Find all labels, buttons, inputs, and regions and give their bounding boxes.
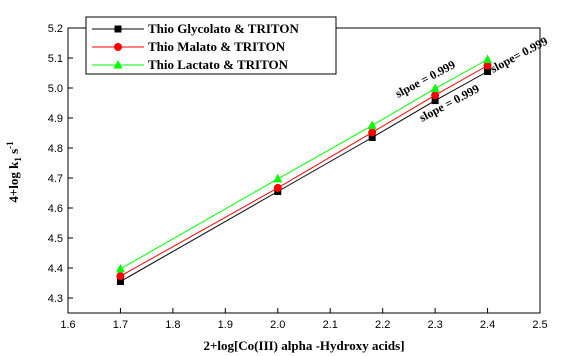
y-tick-label: 5.0 [48, 83, 63, 95]
x-tick-label: 2.4 [480, 319, 495, 331]
y-axis-title-sub: 1 [13, 157, 23, 162]
y-tick-label: 4.5 [48, 233, 63, 245]
data-point [484, 68, 492, 75]
data-point [368, 128, 377, 137]
y-tick-label: 4.4 [48, 263, 63, 275]
series-0 [116, 68, 492, 285]
data-point [116, 272, 125, 281]
x-tick-label: 2.5 [532, 319, 547, 331]
legend-marker [114, 25, 122, 33]
legend-label-1: Thio Malato & TRITON [148, 39, 286, 54]
y-axis-title: 4+log k1 s-1 [5, 141, 23, 203]
y-tick-label: 4.7 [48, 173, 63, 185]
legend-marker [113, 60, 123, 69]
series-2 [115, 54, 493, 273]
y-axis-title-mid: s [6, 149, 21, 157]
legend: Thio Glycolato & TRITON Thio Malato & TR… [85, 16, 337, 75]
series-1 [116, 61, 492, 281]
annotation-slope-2: slope = 0.999 [417, 81, 482, 124]
series-layer [115, 54, 493, 285]
y-tick-label: 4.9 [48, 113, 63, 125]
data-point [430, 83, 440, 93]
x-axis-title: 2+log[Co(III) alpha -Hydroxy acids] [203, 338, 404, 353]
legend-label-2: Thio Lactato & TRITON [148, 57, 289, 72]
data-point [367, 120, 377, 129]
data-point [483, 54, 493, 63]
data-point [273, 173, 283, 183]
x-tick-label: 1.9 [218, 319, 233, 331]
x-tick-label: 2.0 [270, 319, 285, 331]
x-tick-label: 1.8 [165, 319, 180, 331]
data-point [115, 263, 125, 273]
y-tick-label: 5.2 [48, 23, 63, 35]
data-point [483, 61, 492, 70]
y-axis-title-sup: -1 [5, 141, 15, 149]
legend-label-0: Thio Glycolato & TRITON [148, 21, 299, 36]
data-point [431, 91, 440, 100]
x-tick-label: 2.3 [427, 319, 442, 331]
x-tick-label: 1.7 [113, 319, 128, 331]
x-tick-label: 2.2 [375, 319, 390, 331]
data-point [368, 134, 376, 141]
annotation-slope-1: slope= 0.999 [488, 34, 550, 76]
x-tick-label: 2.1 [323, 319, 338, 331]
y-tick-label: 4.8 [48, 143, 63, 155]
y-tick-label: 4.6 [48, 203, 63, 215]
x-tick-label: 1.6 [60, 319, 75, 331]
legend-items [92, 25, 144, 69]
y-tick-label: 4.3 [48, 293, 63, 305]
axis-ticks: 1.6 1.7 1.8 1.9 2.0 2.1 2.2 2.3 2.4 2.5 4.3 4.4 4.5 4… [48, 23, 548, 331]
data-point [431, 97, 439, 105]
data-point [273, 183, 282, 192]
y-tick-label: 5.1 [48, 53, 63, 65]
y-axis-title-main: 4+log k [6, 161, 21, 203]
data-point [116, 278, 124, 285]
legend-marker [114, 43, 122, 51]
